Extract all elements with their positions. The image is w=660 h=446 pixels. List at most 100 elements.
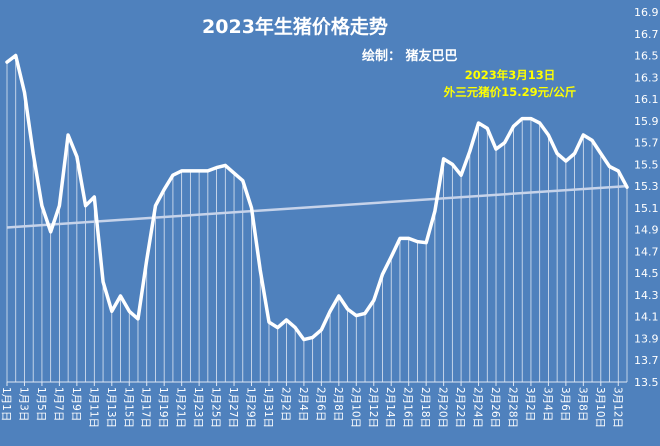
annotation-price: 外三元猪价15.29元/公斤 — [443, 85, 577, 99]
y-tick-label: 15.3 — [634, 180, 659, 193]
annotation-date: 2023年3月13日 — [465, 68, 556, 82]
y-tick-label: 15.9 — [634, 115, 659, 128]
data-point — [14, 54, 17, 57]
data-point — [617, 169, 620, 173]
data-point — [346, 307, 349, 311]
data-point — [494, 147, 498, 151]
data-point — [407, 237, 410, 240]
data-point — [398, 237, 402, 240]
data-point — [442, 157, 445, 161]
data-point — [75, 155, 79, 158]
x-tick-label: 1月7日 — [52, 387, 64, 421]
data-point — [538, 121, 541, 125]
data-point — [101, 280, 105, 284]
y-tick-label: 16.7 — [634, 28, 659, 41]
data-point — [276, 326, 279, 329]
data-point — [58, 204, 61, 207]
x-tick-label: 1月1日 — [0, 387, 12, 421]
x-tick-label: 1月23日 — [192, 387, 204, 428]
x-tick-label: 2月8日 — [332, 387, 344, 421]
data-point — [110, 310, 113, 313]
data-point — [40, 204, 44, 207]
x-tick-label: 1月9日 — [70, 387, 82, 421]
data-point — [468, 150, 472, 153]
x-tick-label: 3月2日 — [524, 387, 536, 421]
data-point — [363, 312, 367, 315]
data-point — [328, 310, 332, 313]
data-point — [311, 336, 314, 339]
data-point — [171, 174, 175, 177]
data-point — [162, 188, 166, 191]
y-tick-label: 15.7 — [634, 137, 659, 150]
y-tick-label: 14.9 — [634, 224, 659, 237]
x-tick-label: 2月12日 — [367, 387, 379, 428]
data-point — [555, 152, 559, 155]
data-point — [232, 171, 236, 175]
data-point — [416, 240, 419, 243]
data-point — [590, 139, 594, 142]
data-point — [66, 133, 70, 137]
data-point — [451, 163, 454, 166]
x-tick-label: 1月29日 — [245, 387, 257, 428]
y-axis: 16.9 16.7 16.5 16.3 16.1 15.9 15.7 15.5 15.3 15.1… — [634, 6, 659, 389]
y-tick-label: 14.5 — [634, 267, 659, 280]
x-tick-label: 2月10日 — [349, 387, 361, 428]
x-tick-label: 2月4日 — [297, 387, 309, 421]
data-point — [154, 204, 157, 207]
x-tick-label: 3月6日 — [559, 387, 571, 421]
data-point — [189, 169, 192, 173]
x-tick-label: 2月20日 — [437, 387, 449, 428]
x-tick-label: 2月16日 — [402, 387, 414, 428]
x-tick-label: 3月4日 — [541, 387, 553, 421]
x-tick-label: 2月26日 — [489, 387, 501, 428]
data-point — [31, 152, 35, 155]
data-point — [241, 179, 244, 182]
x-tick-label: 1月31日 — [262, 387, 274, 428]
data-point — [285, 318, 288, 322]
data-point — [145, 258, 148, 262]
y-tick-label: 15.5 — [634, 158, 659, 171]
y-tick-label: 15.1 — [634, 202, 659, 215]
y-tick-label: 13.7 — [634, 354, 659, 367]
data-point — [521, 117, 524, 120]
data-point — [49, 230, 52, 234]
y-tick-label: 14.7 — [634, 245, 659, 258]
data-point — [224, 164, 227, 167]
data-point — [206, 169, 210, 173]
data-point — [512, 125, 515, 128]
data-point — [293, 326, 297, 329]
trendline — [6, 184, 628, 229]
data-point — [23, 91, 26, 94]
data-point — [267, 320, 271, 324]
data-point — [433, 209, 437, 213]
data-point — [302, 338, 306, 341]
data-point — [5, 60, 9, 64]
data-point — [486, 127, 489, 130]
data-point — [459, 174, 463, 177]
data-point — [564, 159, 568, 163]
data-point — [215, 166, 218, 169]
y-tick-label: 13.5 — [634, 376, 659, 389]
x-tick-label: 3月10日 — [594, 387, 606, 428]
y-tick-label: 16.9 — [634, 6, 659, 19]
x-tick-label: 3月8日 — [576, 387, 588, 421]
drop-lines — [6, 55, 628, 382]
x-tick-label: 2月28日 — [506, 387, 518, 428]
y-tick-label: 14.3 — [634, 289, 659, 302]
x-tick-label: 1月13日 — [105, 387, 117, 428]
data-point — [477, 121, 480, 125]
x-axis: 1月1日 1月3日 1月5日 1月7日 1月9日 1月11日 1月13日 1月15日 1月17日… — [0, 381, 627, 428]
x-tick-label: 2月22日 — [454, 387, 466, 428]
x-tick-label: 2月14日 — [384, 387, 396, 428]
y-tick-label: 16.3 — [634, 71, 659, 84]
x-tick-label: 1月15日 — [122, 387, 134, 428]
data-point — [381, 273, 384, 276]
data-point — [128, 310, 131, 313]
x-tick-label: 1月27日 — [227, 387, 239, 428]
data-point — [136, 317, 140, 321]
chart-subtitle: 绘制： 猪友巴巴 — [362, 48, 458, 64]
x-tick-label: 1月3日 — [17, 387, 29, 421]
x-tick-label: 1月19日 — [157, 387, 169, 428]
trendline-path — [6, 184, 628, 229]
y-tick-label: 13.9 — [634, 332, 659, 345]
